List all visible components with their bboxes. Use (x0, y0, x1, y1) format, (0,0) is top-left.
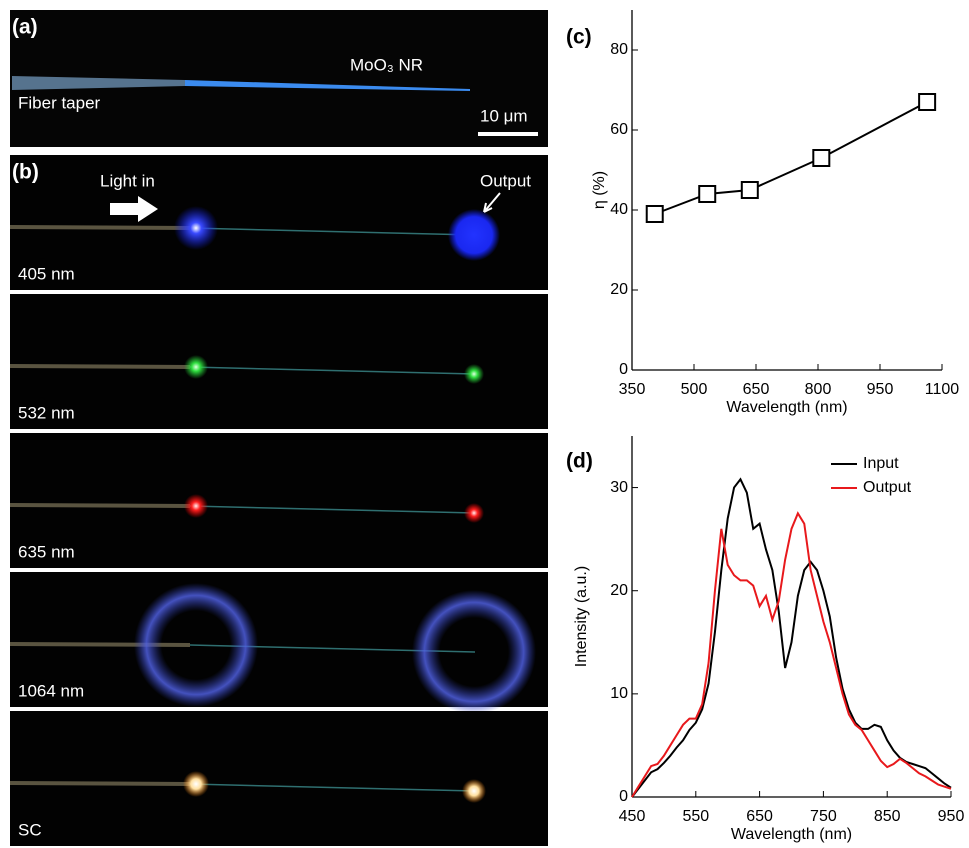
panel-label: (b) (12, 161, 39, 184)
arrow (110, 196, 158, 222)
x-tick-label: 1100 (925, 381, 960, 398)
x-axis-label: Wavelength (nm) (726, 399, 847, 416)
scale-label: 10 μm (480, 106, 528, 125)
wavelength-label: SC (18, 820, 42, 839)
y-tick-label: 20 (610, 281, 628, 298)
x-tick-label: 850 (874, 808, 901, 825)
marker (918, 93, 937, 111)
y-tick-label: 30 (610, 479, 628, 496)
marker (812, 149, 831, 167)
y-tick-label: 0 (619, 361, 628, 378)
charts: 350 500 650 800 950 1100 0 20 40 60 80 (c) Wavelengt… (566, 10, 964, 843)
fiber (9, 503, 191, 508)
y-tick-label: 40 (610, 201, 628, 218)
panel-label: (d) (566, 450, 593, 473)
panel-b: 405 nm 532 nm 635 nm 1064 nm SC (b) Light in Ou… (9, 155, 548, 846)
fiber (9, 225, 191, 230)
legend-label: Input (863, 455, 899, 472)
x-axis-label: Wavelength (nm) (731, 826, 852, 843)
light-in-label: Light in (100, 171, 155, 190)
arrow (483, 192, 501, 213)
photo (10, 711, 548, 846)
output-label: Output (480, 171, 531, 190)
wavelength-label: 635 nm (18, 542, 75, 561)
x-tick-label: 350 (619, 381, 646, 398)
y-tick-label: 20 (610, 582, 628, 599)
marker (645, 205, 664, 223)
output-spot (448, 209, 500, 261)
marker (698, 185, 717, 203)
output-spot (464, 503, 484, 523)
y-tick-label: 10 (610, 685, 628, 702)
line (654, 101, 928, 215)
wavelength-label: 1064 nm (18, 681, 84, 700)
y-axis-label: Intensity (a.u.) (573, 566, 590, 667)
x-tick-label: 750 (810, 808, 837, 825)
y-axis-label: η (%) (591, 171, 608, 209)
input-spot (174, 206, 218, 250)
y-tick-label: 60 (610, 121, 628, 138)
fiber-label: Fiber taper (18, 93, 101, 112)
nanoribbon (189, 366, 476, 375)
x-tick-label: 950 (938, 808, 965, 825)
panel-label: (a) (12, 16, 38, 39)
x-tick-label: 450 (619, 808, 646, 825)
fiber (9, 781, 191, 786)
x-tick-label: 650 (746, 808, 773, 825)
fiber-taper (12, 76, 185, 90)
y-tick-label: 80 (610, 41, 628, 58)
nanoribbon (189, 227, 476, 236)
marker (740, 181, 759, 199)
nanoribbon (185, 80, 470, 91)
wavelength-label: 532 nm (18, 403, 75, 422)
input-spot (184, 355, 208, 379)
legend-label: Output (863, 479, 912, 496)
scale-bar (478, 132, 538, 136)
wavelength-label: 405 nm (18, 264, 75, 283)
x-tick-label: 500 (681, 381, 708, 398)
input-spot (134, 583, 258, 707)
x-tick-label: 650 (743, 381, 770, 398)
panel-a: (a) Fiber taper MoO₃ NR 10 μm (10, 10, 548, 147)
nanoribbon (189, 505, 476, 514)
fiber (9, 364, 191, 369)
series-line (631, 477, 952, 798)
output-spot (464, 364, 484, 384)
x-tick-label: 550 (682, 808, 709, 825)
series-line (631, 511, 952, 798)
input-spot (183, 771, 209, 797)
output-spot (462, 779, 486, 803)
nr-label: MoO₃ NR (350, 55, 423, 74)
y-tick-label: 0 (619, 788, 628, 805)
photo (10, 433, 548, 568)
input-spot (184, 494, 208, 518)
photo (10, 294, 548, 429)
panel-label: (c) (566, 26, 592, 49)
nanoribbon (189, 783, 476, 792)
x-tick-label: 950 (867, 381, 894, 398)
output-spot (412, 590, 536, 714)
x-tick-label: 800 (805, 381, 832, 398)
